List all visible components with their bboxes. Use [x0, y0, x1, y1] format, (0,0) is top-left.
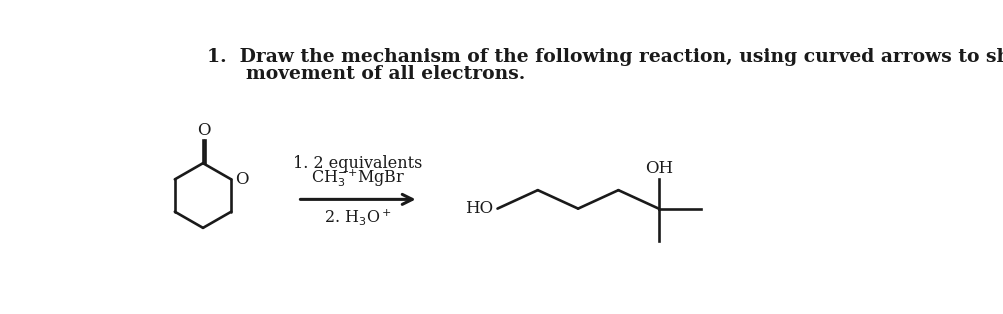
- Text: OH: OH: [644, 160, 672, 177]
- Text: HO: HO: [465, 200, 493, 217]
- Text: CH$_3^{-}$$^{+}$MgBr: CH$_3^{-}$$^{+}$MgBr: [311, 167, 405, 189]
- Text: 1.  Draw the mechanism of the following reaction, using curved arrows to show th: 1. Draw the mechanism of the following r…: [207, 48, 1003, 67]
- Text: 2. H$_3$O$^+$: 2. H$_3$O$^+$: [324, 207, 391, 227]
- Text: O: O: [198, 122, 211, 138]
- Text: 1. 2 equivalents: 1. 2 equivalents: [293, 155, 422, 172]
- Text: movement of all electrons.: movement of all electrons.: [207, 65, 525, 84]
- Text: O: O: [235, 171, 249, 188]
